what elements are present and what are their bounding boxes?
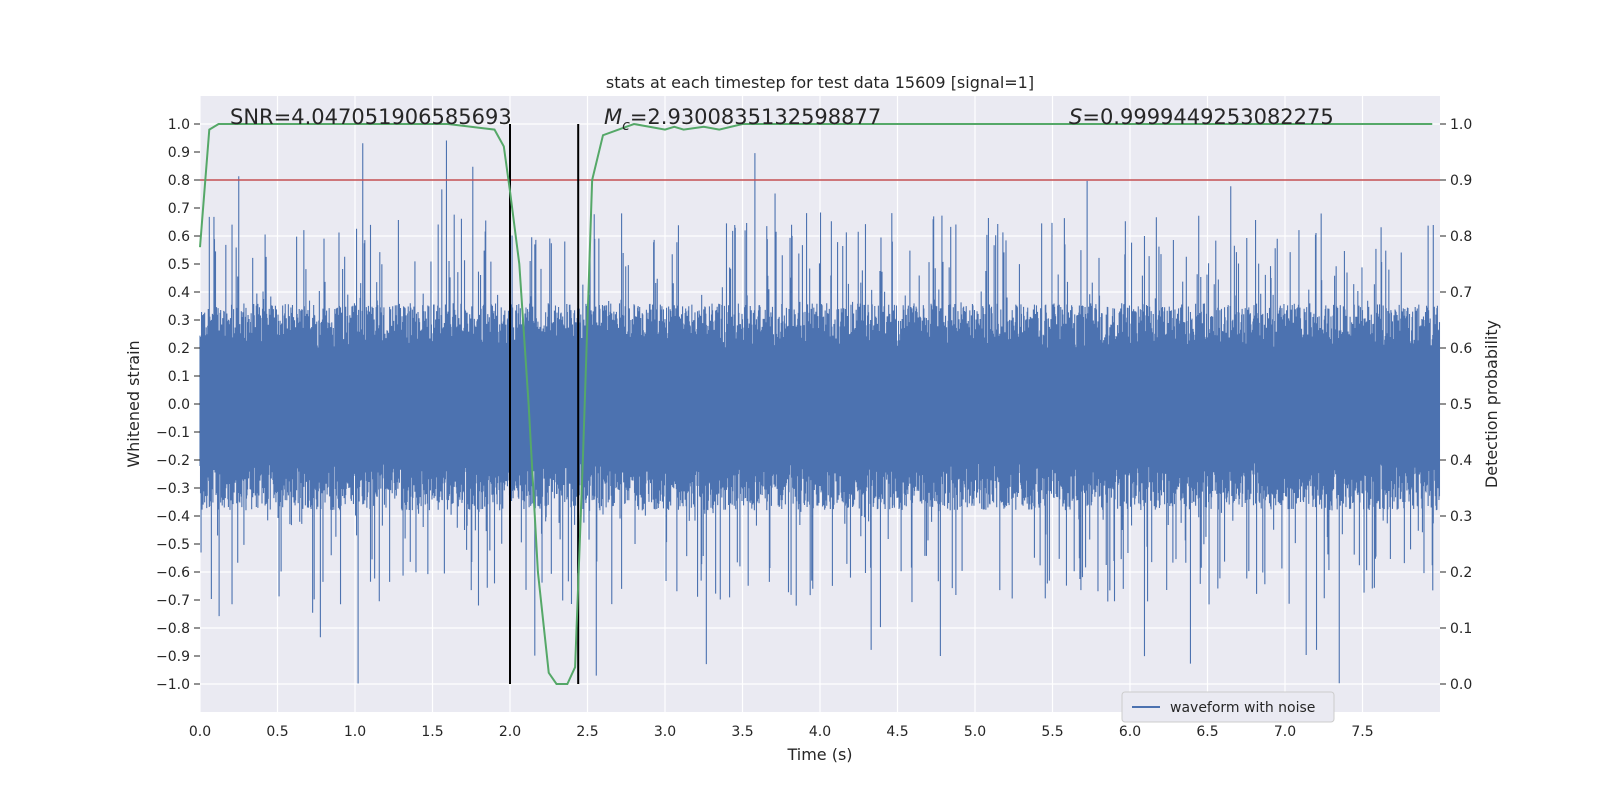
chirp-mass-annotation: Mc=2.9300835132598877 xyxy=(604,105,881,134)
x-tick-label: 5.5 xyxy=(1041,724,1063,740)
y-left-tick-label: −0.3 xyxy=(156,481,190,497)
x-tick-label: 7.5 xyxy=(1351,724,1373,740)
score-symbol: S xyxy=(1069,105,1082,129)
y-right-tick-label: 1.0 xyxy=(1450,117,1472,133)
waveform-series xyxy=(199,140,1441,684)
chart-title: stats at each timestep for test data 156… xyxy=(606,73,1034,92)
y-right-tick-label: 0.2 xyxy=(1450,565,1472,581)
detection-probability-line xyxy=(199,122,1433,685)
x-tick-label: 4.0 xyxy=(809,724,831,740)
y-left-tick-label: 0.6 xyxy=(168,229,190,245)
x-tick-label: 3.0 xyxy=(654,724,676,740)
x-tick-label: 1.0 xyxy=(344,724,366,740)
score-annotation: S=0.9999449253082275 xyxy=(1069,105,1334,129)
x-tick-label: 6.0 xyxy=(1119,724,1141,740)
y-left-tick-label: −0.4 xyxy=(156,509,190,525)
y-left-tick-label: 0.0 xyxy=(168,397,190,413)
x-tick-label: 2.0 xyxy=(499,724,521,740)
legend-label-waveform: waveform with noise xyxy=(1170,700,1315,716)
y-left-tick-label: −0.5 xyxy=(156,537,190,553)
x-tick-label: 4.5 xyxy=(886,724,908,740)
y-right-tick-label: 0.9 xyxy=(1450,173,1472,189)
y-left-tick-label: 0.2 xyxy=(168,341,190,357)
x-tick-label: 3.5 xyxy=(731,724,753,740)
y-right-tick-label: 0.5 xyxy=(1450,397,1472,413)
x-axis-ticks: 0.0 0.5 1.0 1.5 2.0 2.5 3.0 3.5 4.0 4.5 5.0 5.5 6.0 6… xyxy=(189,724,1374,740)
y-left-tick-label: −0.9 xyxy=(156,649,190,665)
x-tick-label: 7.0 xyxy=(1274,724,1296,740)
y-left-axis-label: Whitened strain xyxy=(124,340,143,467)
y-right-axis-ticks: 1.0 0.9 0.8 0.7 0.6 0.5 0.4 0.3 0.2 0.1 0.0 xyxy=(1440,117,1472,693)
y-left-tick-label: 0.3 xyxy=(168,313,190,329)
x-axis-label: Time (s) xyxy=(786,745,852,764)
y-right-tick-label: 0.1 xyxy=(1450,621,1472,637)
y-left-tick-label: 0.9 xyxy=(168,145,190,161)
y-right-tick-label: 0.3 xyxy=(1450,509,1472,525)
y-left-tick-label: −0.1 xyxy=(156,425,190,441)
y-right-axis-label: Detection probability xyxy=(1482,320,1501,488)
x-tick-label: 0.5 xyxy=(266,724,288,740)
waveform-core xyxy=(200,348,1440,463)
y-left-tick-label: 1.0 xyxy=(168,117,190,133)
y-right-tick-label: 0.8 xyxy=(1450,229,1472,245)
y-right-tick-label: 0.6 xyxy=(1450,341,1472,357)
x-tick-label: 2.5 xyxy=(576,724,598,740)
x-tick-label: 6.5 xyxy=(1196,724,1218,740)
y-left-tick-label: −0.6 xyxy=(156,565,190,581)
y-left-tick-label: 0.4 xyxy=(168,285,190,301)
y-left-tick-label: −0.8 xyxy=(156,621,190,637)
y-left-tick-label: 0.8 xyxy=(168,173,190,189)
y-right-tick-label: 0.0 xyxy=(1450,677,1472,693)
y-right-tick-label: 0.4 xyxy=(1450,453,1472,469)
chirp-mass-value: =2.9300835132598877 xyxy=(630,105,881,129)
chirp-mass-subscript: c xyxy=(622,118,630,134)
overlay-lines xyxy=(199,122,1440,685)
y-left-tick-label: 0.1 xyxy=(168,369,190,385)
legend: waveform with noise xyxy=(1121,691,1335,723)
chirp-mass-symbol: M xyxy=(604,105,622,129)
x-tick-label: 5.0 xyxy=(964,724,986,740)
y-left-axis-ticks: 1.0 0.9 0.8 0.7 0.6 0.5 0.4 0.3 0.2 0.1 0.0 −0.1 −0.… xyxy=(156,117,200,693)
score-value: =0.9999449253082275 xyxy=(1082,105,1333,129)
x-tick-label: 0.0 xyxy=(189,724,211,740)
snr-annotation: SNR=4.047051906585693 xyxy=(230,105,512,129)
legend-box xyxy=(1121,691,1335,723)
y-left-tick-label: −1.0 xyxy=(156,677,190,693)
y-right-tick-label: 0.7 xyxy=(1450,285,1472,301)
y-left-tick-label: 0.7 xyxy=(168,201,190,217)
x-tick-label: 1.5 xyxy=(421,724,443,740)
y-left-tick-label: −0.7 xyxy=(156,593,190,609)
y-left-tick-label: −0.2 xyxy=(156,453,190,469)
y-left-tick-label: 0.5 xyxy=(168,257,190,273)
